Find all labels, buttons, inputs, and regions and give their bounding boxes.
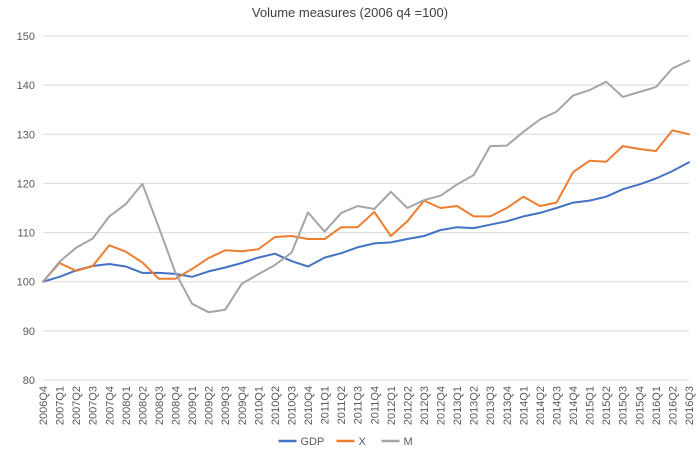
y-tick-label: 80	[23, 375, 35, 387]
legend-label-gdp: GDP	[301, 436, 325, 448]
x-tick-label: 2010Q4	[303, 386, 315, 425]
x-tick-label: 2010Q2	[270, 386, 282, 425]
series-line-gdp	[42, 161, 690, 283]
x-tick-label: 2014Q1	[518, 386, 530, 425]
x-tick-label: 2013Q1	[452, 386, 464, 425]
x-tick-label: 2015Q2	[601, 386, 613, 425]
x-tick-label: 2008Q1	[121, 386, 133, 425]
gridlines	[43, 35, 689, 381]
x-tick-label: 2011Q4	[369, 386, 381, 424]
series-line-x	[42, 129, 690, 283]
y-tick-label: 110	[17, 228, 35, 240]
y-axis-ticks: 80 90 100 110 120 130 140 150	[17, 31, 35, 387]
x-tick-label: 2010Q3	[286, 386, 298, 425]
y-tick-label: 100	[17, 277, 35, 289]
x-tick-label: 2009Q2	[204, 386, 216, 425]
x-tick-label: 2016Q2	[667, 386, 679, 425]
x-axis-ticks: 2006Q4 2007Q1 2007Q2 2007Q3 2007Q4 2008Q1 2008…	[38, 386, 696, 425]
x-tick-label: 2011Q1	[320, 386, 332, 424]
x-tick-label: 2015Q3	[618, 386, 630, 425]
x-tick-label: 2015Q4	[634, 386, 646, 425]
x-tick-label: 2010Q1	[253, 386, 265, 425]
x-tick-label: 2008Q4	[171, 386, 183, 425]
y-tick-label: 120	[17, 178, 35, 190]
x-tick-label: 2007Q4	[104, 386, 116, 425]
legend-label-m: M	[404, 436, 413, 448]
y-tick-label: 130	[17, 129, 35, 141]
x-tick-label: 2016Q3	[684, 386, 696, 425]
legend-label-x: X	[359, 436, 367, 448]
chart-title: Volume measures (2006 q4 =100)	[252, 5, 448, 20]
x-tick-label: 2011Q3	[353, 386, 365, 424]
x-tick-label: 2009Q1	[187, 386, 199, 425]
legend: GDP X M	[278, 436, 413, 448]
x-tick-label: 2012Q3	[419, 386, 431, 425]
x-tick-label: 2014Q4	[568, 386, 580, 425]
x-tick-label: 2011Q2	[336, 386, 348, 424]
x-tick-label: 2015Q1	[585, 386, 597, 425]
x-tick-label: 2012Q2	[402, 386, 414, 425]
x-tick-label: 2014Q2	[535, 386, 547, 425]
y-tick-label: 150	[17, 31, 35, 43]
x-tick-label: 2016Q1	[651, 386, 663, 425]
x-tick-label: 2009Q4	[237, 386, 249, 425]
x-tick-label: 2007Q1	[55, 386, 67, 425]
series-line-m	[42, 59, 690, 314]
x-tick-label: 2007Q3	[88, 386, 100, 425]
x-tick-label: 2009Q3	[220, 386, 232, 425]
x-tick-label: 2013Q4	[502, 386, 514, 425]
y-tick-label: 140	[17, 80, 35, 92]
x-tick-label: 2014Q3	[551, 386, 563, 425]
x-tick-label: 2008Q3	[154, 386, 166, 425]
x-tick-label: 2008Q2	[137, 386, 149, 425]
x-tick-label: 2006Q4	[38, 386, 50, 425]
y-tick-label: 90	[23, 326, 35, 338]
x-tick-label: 2007Q2	[71, 386, 83, 425]
x-tick-label: 2013Q3	[485, 386, 497, 425]
x-tick-label: 2013Q2	[469, 386, 481, 425]
x-tick-label: 2012Q4	[436, 386, 448, 425]
x-tick-label: 2012Q1	[386, 386, 398, 425]
data-series	[42, 59, 690, 314]
